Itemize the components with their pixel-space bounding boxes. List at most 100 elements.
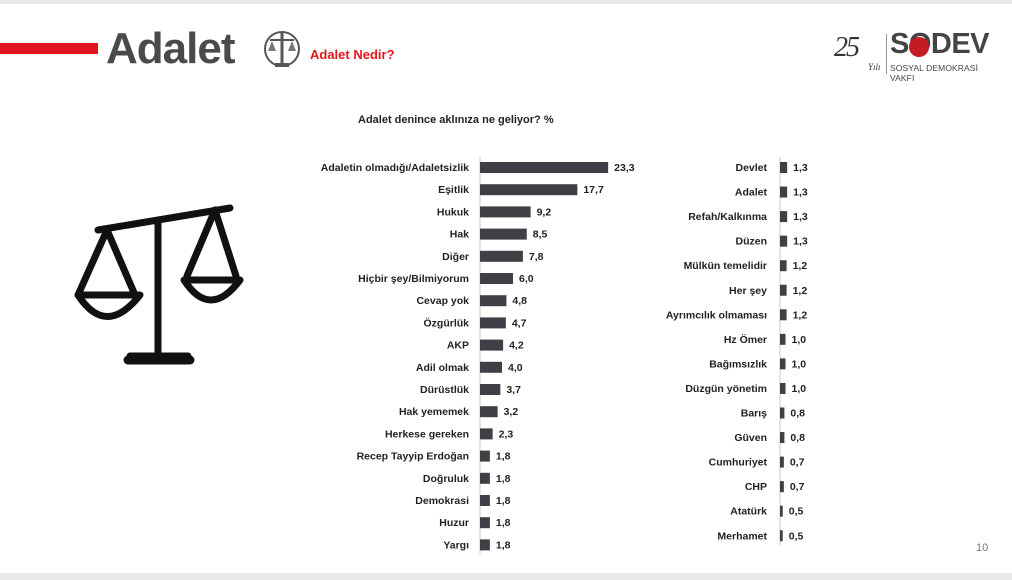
chart-1-bar <box>480 162 609 173</box>
chart-1-value-label: 4,0 <box>508 362 523 374</box>
chart-1-bar <box>480 517 490 529</box>
chart-1-value-label: 4,7 <box>512 317 527 329</box>
chart-1-category-label: Hak yememek <box>399 406 469 418</box>
chart-2-value-label: 0,7 <box>790 481 805 493</box>
header-accent-bar <box>0 43 98 54</box>
chart-1-value-label: 3,7 <box>506 384 521 396</box>
chart-2-bar <box>780 358 786 370</box>
logo-anniversary-suffix: Yılı <box>868 62 881 72</box>
chart-2-category-label: Mülkün temelidir <box>684 260 767 272</box>
chart-1-category-label: Diğer <box>442 251 469 263</box>
logo-brand-sub: SOSYAL DEMOKRASİ VAKFI <box>890 63 979 83</box>
chart-1-bar <box>480 295 507 307</box>
chart-1-bar <box>480 495 490 506</box>
chart-1-value-label: 17,7 <box>583 184 604 196</box>
chart-2-category-label: Adalet <box>735 187 768 199</box>
chart-2-bar <box>780 407 785 419</box>
chart-2-category-label: CHP <box>745 481 767 493</box>
chart-1-value-label: 6,0 <box>519 273 534 285</box>
chart-2-value-label: 0,8 <box>790 432 805 444</box>
chart-1-bar <box>480 273 513 284</box>
chart-1-category-label: Adil olmak <box>416 362 469 374</box>
chart-2-category-label: Güven <box>734 432 767 444</box>
sodev-logo: 25 Yılı SODEV SOSYAL DEMOKRASİ VAKFI <box>832 28 1002 83</box>
chart-2-bar <box>780 333 786 345</box>
chart-1-category-label: Herkese gereken <box>385 428 469 440</box>
chart-2-bar <box>780 260 787 272</box>
chart-2-category-label: Ayrımcılık olmaması <box>666 309 767 321</box>
chart-2-category-label: Merhamet <box>717 530 767 542</box>
chart-1-category-label: Hiçbir şey/Bilmiyorum <box>358 273 469 285</box>
chart-2-bar <box>780 505 783 517</box>
chart-1-bar <box>480 317 506 329</box>
chart-1-category-label: Adaletin olmadığı/Adaletsizlik <box>321 162 469 174</box>
chart-2-value-label: 1,2 <box>793 309 808 321</box>
chart-1-value-label: 1,8 <box>496 517 511 529</box>
chart-1-category-label: Yargı <box>443 539 469 551</box>
chart-2-value-label: 0,5 <box>789 506 804 518</box>
logo-divider <box>886 34 887 74</box>
chart-1-bar <box>480 184 578 196</box>
chart-1-bar <box>480 406 498 418</box>
page-subtitle: Adalet Nedir? <box>310 47 395 62</box>
chart-1-value-label: 2,3 <box>499 428 514 440</box>
chart-1-category-label: Cevap yok <box>416 295 469 307</box>
chart-2-value-label: 0,5 <box>789 530 804 542</box>
top-divider <box>0 0 1012 4</box>
chart-title: Adalet denince aklınıza ne geliyor? % <box>358 114 554 126</box>
page-title: Adalet <box>106 24 235 73</box>
chart-1-category-label: Huzur <box>439 517 469 529</box>
chart-2-bar <box>780 162 788 173</box>
chart-1-bar <box>480 228 527 240</box>
chart-1-category-label: Eşitlik <box>438 184 469 196</box>
chart-2-value-label: 1,3 <box>793 162 808 174</box>
chart-1-category-label: AKP <box>447 340 469 352</box>
chart-2-value-label: 1,3 <box>793 187 808 199</box>
chart-2-value-label: 0,7 <box>790 457 805 469</box>
chart-1-value-label: 23,3 <box>614 162 635 174</box>
chart-1-bar <box>480 539 490 551</box>
chart-2-category-label: Barış <box>741 408 767 420</box>
logo-anniversary-number: 25 <box>834 32 860 63</box>
chart-2-value-label: 0,8 <box>790 408 805 420</box>
chart-1-category-label: Özgürlük <box>423 316 469 329</box>
chart-2-category-label: Cumhuriyet <box>709 457 768 469</box>
chart-2-bar <box>780 432 785 444</box>
chart-1-bar <box>480 428 493 440</box>
chart-2-category-label: Düzen <box>736 236 768 248</box>
chart-2-bar <box>780 481 784 493</box>
bottom-divider <box>0 573 1012 580</box>
chart-2-value-label: 1,0 <box>792 334 807 346</box>
chart-2-category-label: Hz Ömer <box>724 333 767 346</box>
chart-1-category-label: Doğruluk <box>423 473 469 485</box>
chart-1-value-label: 9,2 <box>537 206 552 218</box>
logo-brand: SODEV <box>890 28 990 60</box>
chart-1-value-label: 1,8 <box>496 473 511 485</box>
chart-2-category-label: Devlet <box>735 162 767 174</box>
chart-1-bar <box>480 250 523 262</box>
chart-1-value-label: 1,8 <box>496 495 511 507</box>
chart-1-value-label: 1,8 <box>496 539 511 551</box>
chart-2-category-label: Refah/Kalkınma <box>688 211 767 223</box>
chart-2-category-label: Bağımsızlık <box>709 358 767 370</box>
chart-1-category-label: Hak <box>450 229 469 241</box>
chart-2-value-label: 1,3 <box>793 236 808 248</box>
chart-1-bar <box>480 361 502 373</box>
chart-1-bar <box>480 384 501 395</box>
chart-1-category-label: Recep Tayyip Erdoğan <box>357 451 469 463</box>
chart-2-bar <box>780 456 784 468</box>
chart-2-value-label: 1,0 <box>792 383 807 395</box>
chart-1-bar <box>480 472 490 484</box>
chart-1-bar <box>480 339 504 351</box>
chart-1-value-label: 4,8 <box>512 295 527 307</box>
chart-1-category-label: Dürüstlük <box>420 384 469 396</box>
chart-2-bar <box>780 211 788 223</box>
justice-emblem-icon <box>264 31 300 67</box>
chart-2-value-label: 1,3 <box>793 211 808 223</box>
page-number: 10 <box>976 542 989 554</box>
chart-2-bar <box>780 530 783 542</box>
chart-1-value-label: 4,2 <box>509 340 524 352</box>
chart-2-category-label: Her şey <box>729 285 767 297</box>
chart-2-bar <box>780 309 787 321</box>
sodev-rose-icon <box>909 37 929 57</box>
